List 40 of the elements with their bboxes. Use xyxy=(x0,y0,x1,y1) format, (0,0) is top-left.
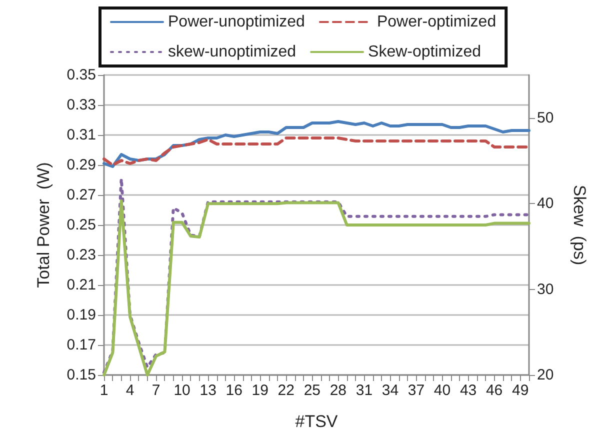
y-tick-label: 0.27 xyxy=(66,186,96,204)
y2-tick-label: 20 xyxy=(537,366,554,384)
legend-label: skew-unoptimized xyxy=(168,44,296,60)
x-tick-label: 13 xyxy=(200,382,216,399)
x-tick-label: 16 xyxy=(226,382,242,399)
x-tick-label: 22 xyxy=(278,382,294,399)
y-tick-label: 0.29 xyxy=(66,156,96,174)
x-tick-label: 40 xyxy=(434,382,451,399)
y2-tick-label: 50 xyxy=(537,109,554,126)
x-tick-label: 7 xyxy=(152,382,160,399)
y2-axis-title: Skew (ps) xyxy=(570,184,589,266)
x-tick-label: 37 xyxy=(408,382,425,399)
y-tick-label: 0.25 xyxy=(66,216,96,234)
legend-label: Skew-optimized xyxy=(368,44,481,60)
y2-tick-label: 30 xyxy=(537,280,554,298)
x-tick-label: 34 xyxy=(382,382,399,399)
x-tick-label: 43 xyxy=(460,382,477,399)
y-axis-title: Total Power (W) xyxy=(34,162,53,288)
x-tick-label: 4 xyxy=(126,382,134,399)
y-tick-label: 0.21 xyxy=(66,276,96,294)
y-tick-label: 0.31 xyxy=(66,126,96,144)
y-tick-label: 0.17 xyxy=(66,336,96,354)
y-tick-label: 0.15 xyxy=(66,366,96,384)
legend-label: Power-optimized xyxy=(376,14,496,30)
legend-label: Power-unoptimized xyxy=(168,14,305,30)
line-series xyxy=(102,136,530,166)
x-tick-label: 1 xyxy=(100,382,108,399)
y-tick-label: 0.33 xyxy=(66,96,96,114)
y-tick-label: 0.19 xyxy=(66,306,96,324)
y2-tick-label: 40 xyxy=(537,195,554,212)
x-tick-label: 10 xyxy=(174,382,190,399)
y-tick-label: 0.35 xyxy=(66,66,96,84)
y-tick-label: 0.23 xyxy=(66,246,96,264)
x-axis-title: #TSV xyxy=(295,412,338,431)
x-tick-label: 25 xyxy=(304,382,321,399)
x-tick-label: 28 xyxy=(330,382,347,399)
x-tick-label: 31 xyxy=(356,382,373,399)
x-tick-label: 49 xyxy=(512,382,529,399)
x-tick-label: 46 xyxy=(486,382,503,399)
x-tick-label: 19 xyxy=(252,382,268,399)
